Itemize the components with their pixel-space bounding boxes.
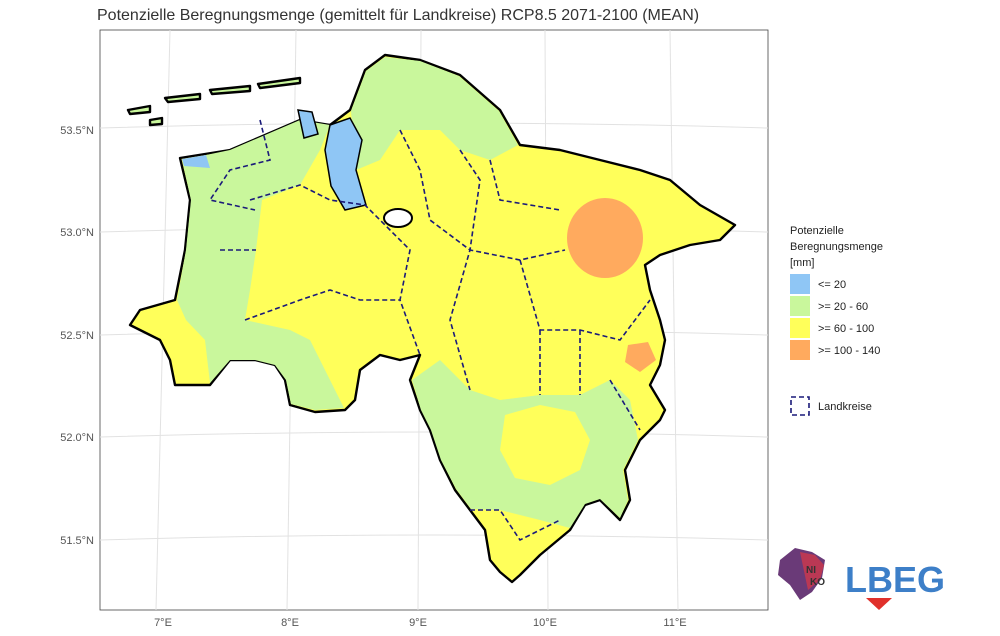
region-orange xyxy=(567,198,643,278)
graticule-line xyxy=(669,29,679,611)
legend-label: >= 60 - 100 xyxy=(818,323,874,335)
legend-label: >= 100 - 140 xyxy=(818,345,880,357)
lon-label: 11°E xyxy=(663,617,686,629)
lat-label: 53.0°N xyxy=(60,227,94,239)
district-boundary xyxy=(449,149,481,391)
lon-label: 10°E xyxy=(533,617,557,629)
niko-logo-text: KO xyxy=(810,577,825,588)
lon-label: 7°E xyxy=(154,617,172,629)
island xyxy=(163,92,202,104)
legend-swatch xyxy=(790,274,810,294)
region-orange xyxy=(625,342,656,372)
legend-label: <= 20 xyxy=(818,279,846,291)
legend-title: Beregnungsmenge xyxy=(790,241,883,253)
island xyxy=(208,84,252,96)
legend-label: Landkreise xyxy=(818,401,872,413)
region-green xyxy=(351,57,518,170)
region-blue xyxy=(182,155,210,168)
island xyxy=(148,116,164,127)
bremen xyxy=(383,208,413,228)
district-boundary xyxy=(539,330,641,431)
logos: NI KO LBEG xyxy=(778,548,945,610)
lat-label: 52.5°N xyxy=(60,330,94,342)
district-boundary xyxy=(249,184,421,356)
island xyxy=(256,76,302,90)
niko-logo-text: NI xyxy=(806,565,816,576)
lbeg-logo-text: LBEG xyxy=(845,559,945,600)
lbeg-logo-mark xyxy=(866,598,892,610)
region-yellow xyxy=(500,405,590,485)
lat-label: 53.5°N xyxy=(60,125,94,137)
region-green xyxy=(177,120,344,410)
district-boundary xyxy=(208,119,271,251)
legend-boundary-symbol xyxy=(790,396,810,416)
map-title: Potenzielle Beregnungsmenge (gemittelt f… xyxy=(97,7,699,24)
lon-label: 8°E xyxy=(281,617,299,629)
district-boundary xyxy=(470,509,561,542)
district-boundary xyxy=(244,289,400,321)
niko-logo-shape xyxy=(800,552,824,590)
island xyxy=(126,104,152,116)
legend-swatch xyxy=(790,296,810,316)
legend-swatch xyxy=(790,318,810,338)
region-blue xyxy=(297,109,319,139)
legend-title: Potenzielle xyxy=(790,225,844,237)
lat-label: 51.5°N xyxy=(60,535,94,547)
lon-label: 9°E xyxy=(409,617,427,629)
lat-label: 52.0°N xyxy=(60,432,94,444)
legend-swatch xyxy=(790,340,810,360)
legend-label: >= 20 - 60 xyxy=(818,301,868,313)
graticule-line xyxy=(99,534,769,541)
legend-title: [mm] xyxy=(790,257,814,269)
legend: Potenzielle Beregnungsmenge [mm] <= 20 >… xyxy=(790,225,883,416)
regions xyxy=(126,53,737,584)
district-boundary xyxy=(399,129,566,261)
